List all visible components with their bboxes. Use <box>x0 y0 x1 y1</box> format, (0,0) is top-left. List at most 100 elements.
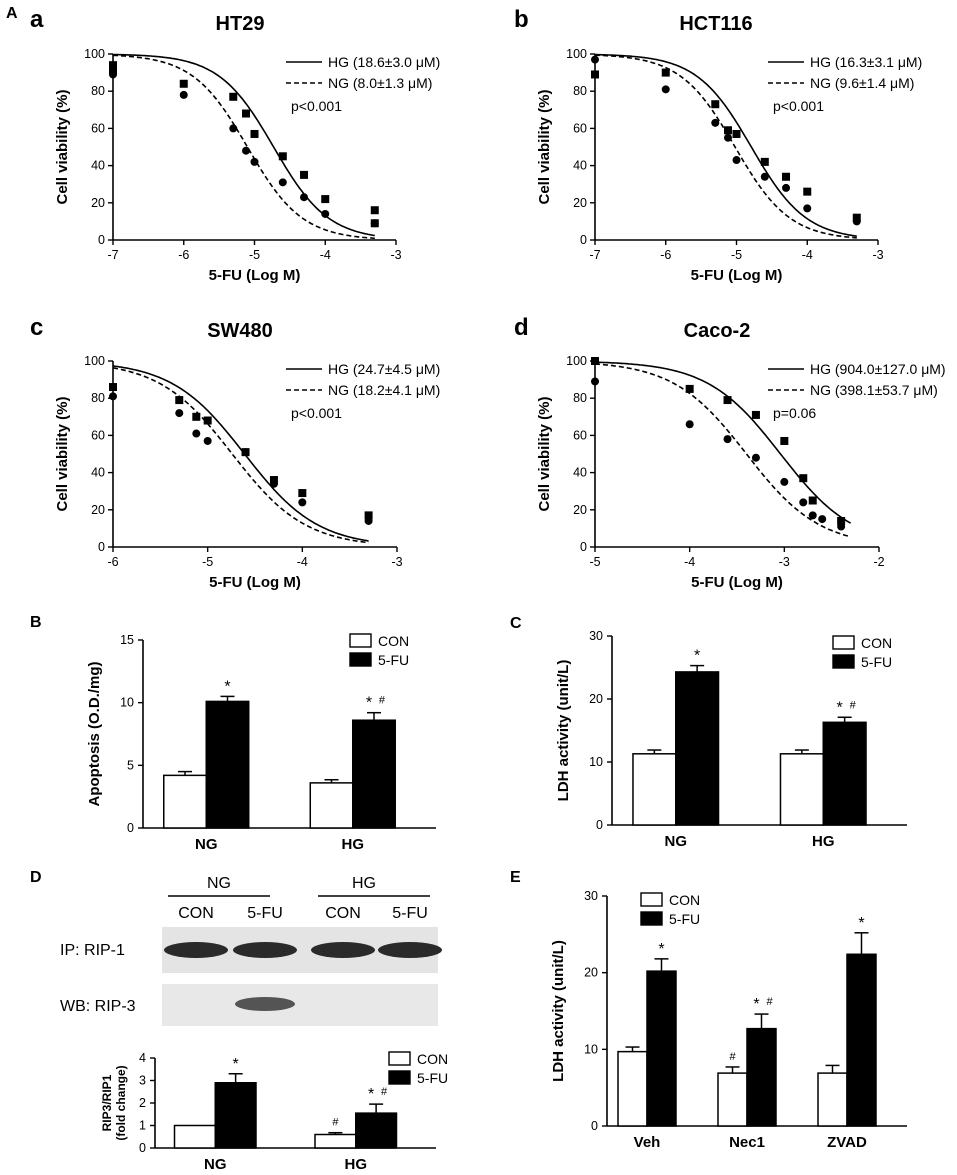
panel-label-C: C <box>510 615 522 632</box>
legend-label-B-0: CON <box>378 633 409 649</box>
point-b-HG-6 <box>782 172 791 181</box>
point-a-NG-4 <box>250 157 259 166</box>
point-b-HG-3 <box>724 126 733 135</box>
point-b-HG-0 <box>591 70 599 79</box>
point-c-NG-1 <box>175 409 184 418</box>
chart-c: c SW480 0 20 40 60 80 100 -6 -5 -4 -3 5-FU (Log M) Ce… <box>30 314 440 591</box>
y-tick-label-a-0: 0 <box>98 233 105 247</box>
x-tick-label-b-0: -7 <box>589 248 600 262</box>
sig-D-CON-HG: # <box>332 1117 339 1129</box>
point-d-NG-0 <box>591 377 599 386</box>
chart-E: E 0 10 20 30 LDH activity (unit/L) Veh * Nec1 # * #… <box>510 869 907 1151</box>
point-a-HG-9 <box>370 206 379 215</box>
y-tick-label-C-1: 10 <box>589 755 603 769</box>
y-tick-label-b-5: 100 <box>566 47 587 61</box>
point-a-HG-5 <box>250 129 259 138</box>
y-tick-label-d-1: 20 <box>573 503 587 517</box>
panel-label-E: E <box>510 869 521 886</box>
x-tick-label-b-4: -3 <box>872 248 883 262</box>
point-a-HG-8 <box>321 195 330 204</box>
sig-B-5-FU-HG-0: * <box>366 695 372 712</box>
point-c-HG-7 <box>364 511 373 520</box>
y-axis-label-D: RIP3/RIP1 <box>100 1074 114 1131</box>
y-tick-label-c-4: 80 <box>91 391 105 405</box>
x-tick-label-d-1: -4 <box>684 555 695 569</box>
sig-E-5-FU-Nec1-1: # <box>766 996 773 1008</box>
x-tick-label-a-0: -7 <box>107 248 118 262</box>
blot-row-rip3-label: WB: RIP-3 <box>60 998 136 1015</box>
y-tick-label-E-0: 0 <box>591 1119 598 1133</box>
x-axis-label-b: 5-FU (Log M) <box>691 267 783 284</box>
y-tick-label-d-5: 100 <box>566 354 587 368</box>
bar-B-5-FU-NG <box>205 700 250 829</box>
bar-B-CON-NG <box>163 774 207 829</box>
point-c-NG-6 <box>298 498 307 507</box>
point-a-HG-2 <box>179 79 188 88</box>
point-a-NG-7 <box>321 209 330 218</box>
band-rip1-lane-3 <box>311 942 375 958</box>
panel-label-B: B <box>30 614 42 631</box>
x-tick-label-d-3: -2 <box>873 555 884 569</box>
point-d-HG-4 <box>780 436 789 445</box>
x-category-D-0: NG <box>204 1156 227 1173</box>
x-tick-label-a-2: -5 <box>249 248 260 262</box>
legend-label-d-0: HG (904.0±127.0 μM) <box>810 361 946 377</box>
fit-curve-a-HG <box>112 53 375 237</box>
bar-E-CON-Nec1 <box>717 1072 748 1127</box>
point-a-HG-7 <box>300 170 309 179</box>
point-c-NG-3 <box>203 436 212 445</box>
y-tick-label-b-0: 0 <box>580 233 587 247</box>
legend-swatch-B-1 <box>349 652 372 667</box>
western-blot: D NG HG CON 5-FU CON 5-FU IP: RIP-1 WB: … <box>30 869 442 1026</box>
y-tick-label-a-2: 40 <box>91 159 105 173</box>
y-axis-label-E: LDH activity (unit/L) <box>550 940 567 1082</box>
blot-strip-rip3 <box>162 984 438 1026</box>
y-tick-label-a-1: 20 <box>91 196 105 210</box>
legend-swatch-C-1 <box>832 654 855 669</box>
point-d-NG-4 <box>780 477 789 486</box>
fit-curve-c-NG <box>112 367 369 544</box>
bar-C-CON-HG <box>779 753 824 826</box>
point-b-NG-8 <box>852 217 861 226</box>
point-d-HG-0 <box>591 357 599 365</box>
y-tick-label-B-3: 15 <box>120 633 134 647</box>
y-tick-label-C-0: 0 <box>596 818 603 832</box>
y-tick-label-C-3: 30 <box>589 629 603 643</box>
sig-D-5-FU-HG-0: * <box>368 1086 374 1103</box>
x-tick-label-a-1: -6 <box>178 248 189 262</box>
fit-curve-d-HG <box>595 361 852 524</box>
legend-label-C-1: 5-FU <box>861 654 892 670</box>
blot-lane-2: 5-FU <box>247 905 283 922</box>
point-c-NG-4 <box>241 448 250 457</box>
point-c-NG-7 <box>364 516 373 525</box>
fit-curve-b-HG <box>595 53 857 237</box>
y-axis-label-c: Cell viability (%) <box>54 396 71 511</box>
point-d-HG-1 <box>685 384 694 393</box>
chart-a: a HT29 0 20 40 60 80 100 -7 -6 -5 -4 -3 5-FU (Log M) C… <box>30 6 440 284</box>
point-b-NG-2 <box>711 118 720 127</box>
blot-lane-4: 5-FU <box>392 905 428 922</box>
point-d-NG-3 <box>751 453 760 462</box>
point-a-NG-1 <box>179 90 188 99</box>
x-tick-label-b-2: -5 <box>731 248 742 262</box>
point-b-NG-1 <box>661 85 670 94</box>
sig-E-CON-Nec1: # <box>729 1051 736 1063</box>
x-tick-label-c-2: -4 <box>297 555 308 569</box>
x-category-E-0: Veh <box>634 1134 661 1151</box>
y-tick-label-a-5: 100 <box>84 47 105 61</box>
chart-title-c: SW480 <box>207 320 273 342</box>
blot-lane-1: CON <box>178 905 214 922</box>
y-tick-label-d-3: 60 <box>573 428 587 442</box>
legend-swatch-E-0 <box>640 892 663 907</box>
legend-label-c-1: NG (18.2±4.1 μM) <box>328 382 440 398</box>
point-b-NG-0 <box>591 55 599 64</box>
y-tick-label-D-0: 0 <box>139 1141 146 1155</box>
y-tick-label-b-2: 40 <box>573 159 587 173</box>
y-axis-label-D-line2: (fold change) <box>114 1065 128 1140</box>
x-axis-label-a: 5-FU (Log M) <box>209 267 301 284</box>
legend-label-a-0: HG (18.6±3.0 μM) <box>328 54 440 70</box>
x-tick-label-a-3: -4 <box>320 248 331 262</box>
point-b-NG-7 <box>803 204 812 213</box>
point-c-NG-2 <box>192 429 201 438</box>
